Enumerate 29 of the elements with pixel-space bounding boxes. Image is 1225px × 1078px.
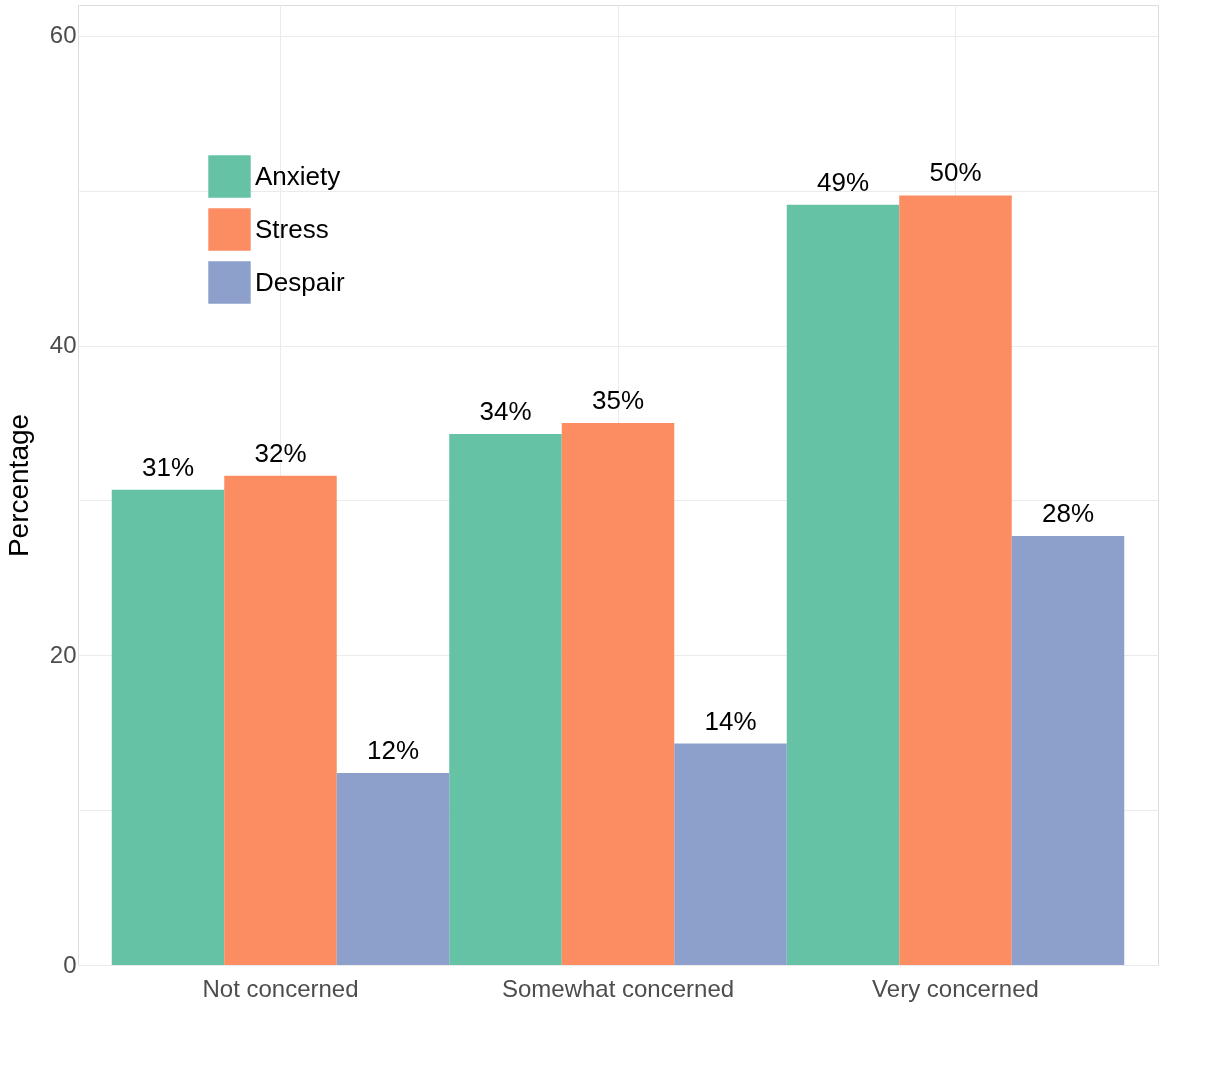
x-tick-label: Somewhat concerned <box>501 974 735 1002</box>
data-label: 50% <box>929 157 982 188</box>
data-label: 32% <box>254 437 307 468</box>
data-label: 28% <box>1041 498 1095 529</box>
bar <box>899 195 1012 965</box>
bar <box>336 773 450 965</box>
bar <box>1011 536 1125 965</box>
bar <box>449 433 562 965</box>
y-tick-label: 20 <box>49 640 77 668</box>
data-label: 12% <box>366 735 420 765</box>
y-tick-label: 0 <box>63 950 77 978</box>
y-tick-label: 60 <box>49 21 77 49</box>
x-tick-label: Not concerned <box>202 974 359 1002</box>
y-axis-title: Percentage <box>2 413 34 558</box>
data-label: 35% <box>591 385 645 416</box>
bar <box>786 204 900 965</box>
x-tick-label: Very concerned <box>872 974 1039 1002</box>
bar <box>561 423 675 965</box>
data-label: 14% <box>704 705 757 736</box>
bar <box>224 475 337 965</box>
legend-label: Despair <box>255 266 345 297</box>
legend-label: Anxiety <box>255 160 341 191</box>
bar <box>674 743 787 965</box>
data-label: 49% <box>816 166 870 197</box>
data-label: 34% <box>479 395 532 426</box>
bar <box>111 489 225 965</box>
data-label: 31% <box>141 451 195 482</box>
y-tick-label: 40 <box>49 331 77 359</box>
legend-label: Stress <box>255 213 329 244</box>
